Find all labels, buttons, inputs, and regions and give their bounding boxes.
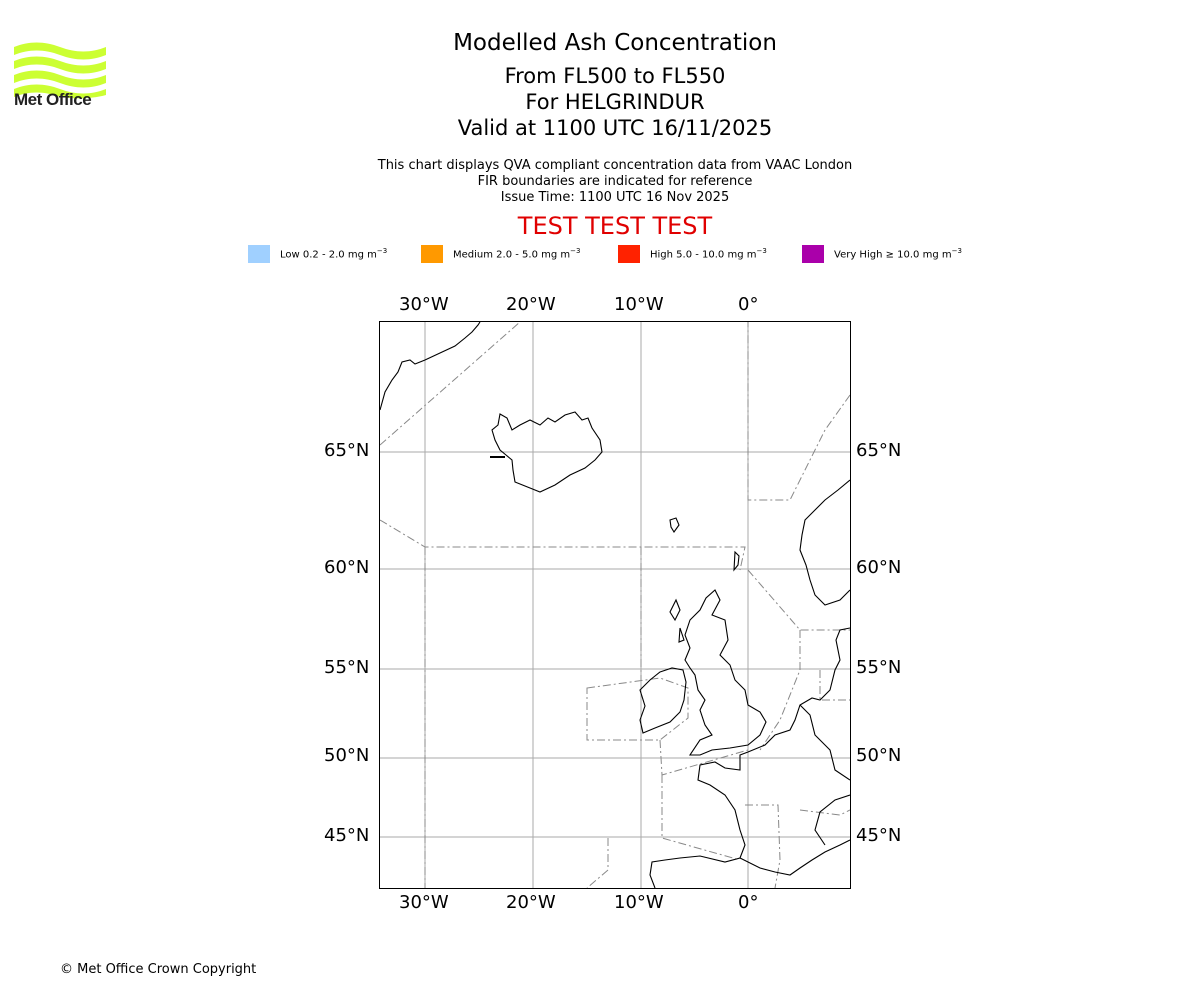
lat-tick-right: 45°N <box>856 825 902 846</box>
lat-tick-left: 55°N <box>324 657 370 678</box>
lat-tick-right: 60°N <box>856 557 902 578</box>
issue-time: Issue Time: 1100 UTC 16 Nov 2025 <box>500 190 730 205</box>
lon-tick-bottom: 20°W <box>506 892 556 913</box>
lon-tick-bottom: 0° <box>738 892 759 913</box>
lon-tick-top: 30°W <box>399 294 449 315</box>
legend-label-medium: Medium 2.0 - 5.0 mg m <box>453 249 571 261</box>
coastlines <box>380 322 850 888</box>
lon-tick-top: 0° <box>738 294 759 315</box>
legend-swatch-high <box>618 245 640 263</box>
lon-tick-bottom: 30°W <box>399 892 449 913</box>
map-panel[interactable] <box>379 321 851 889</box>
legend-item-low: Low 0.2 - 2.0 mg m−3 <box>248 244 387 264</box>
legend-label-high: High 5.0 - 10.0 mg m <box>650 249 757 261</box>
lon-tick-bottom: 10°W <box>614 892 664 913</box>
legend-label-low: Low 0.2 - 2.0 mg m <box>280 249 377 261</box>
legend-label-very-high: Very High ≥ 10.0 mg m <box>834 249 952 261</box>
legend-swatch-medium <box>421 245 443 263</box>
lat-tick-left: 65°N <box>324 440 370 461</box>
lon-tick-top: 20°W <box>506 294 556 315</box>
lon-tick-top: 10°W <box>614 294 664 315</box>
graticule <box>380 322 850 888</box>
legend-item-high: High 5.0 - 10.0 mg m−3 <box>618 244 767 264</box>
met-office-logo-icon <box>14 42 106 99</box>
copyright: © Met Office Crown Copyright <box>60 962 257 977</box>
test-banner: TEST TEST TEST <box>517 212 713 240</box>
flight-levels: From FL500 to FL550 <box>504 64 726 88</box>
lat-tick-left: 50°N <box>324 745 370 766</box>
legend-item-very-high: Very High ≥ 10.0 mg m−3 <box>802 244 962 264</box>
description-line: This chart displays QVA compliant concen… <box>377 158 853 173</box>
map-canvas <box>380 322 850 888</box>
chart-title: Modelled Ash Concentration <box>453 30 777 56</box>
lat-tick-right: 55°N <box>856 657 902 678</box>
fir-note: FIR boundaries are indicated for referen… <box>477 174 753 189</box>
legend-swatch-low <box>248 245 270 263</box>
valid-time: Valid at 1100 UTC 16/11/2025 <box>457 116 773 140</box>
volcano-name: For HELGRINDUR <box>525 90 705 114</box>
lat-tick-left: 45°N <box>324 825 370 846</box>
met-office-logo-text: Met Office <box>14 90 92 109</box>
lat-tick-right: 50°N <box>856 745 902 766</box>
legend-swatch-very-high <box>802 245 824 263</box>
lat-tick-left: 60°N <box>324 557 370 578</box>
lat-tick-right: 65°N <box>856 440 902 461</box>
legend-item-medium: Medium 2.0 - 5.0 mg m−3 <box>421 244 580 264</box>
fir-boundaries <box>380 322 850 888</box>
